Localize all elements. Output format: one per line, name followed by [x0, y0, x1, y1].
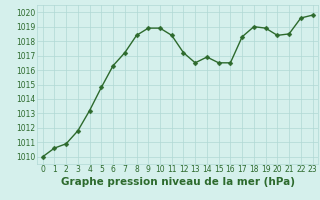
X-axis label: Graphe pression niveau de la mer (hPa): Graphe pression niveau de la mer (hPa) [60, 177, 295, 187]
